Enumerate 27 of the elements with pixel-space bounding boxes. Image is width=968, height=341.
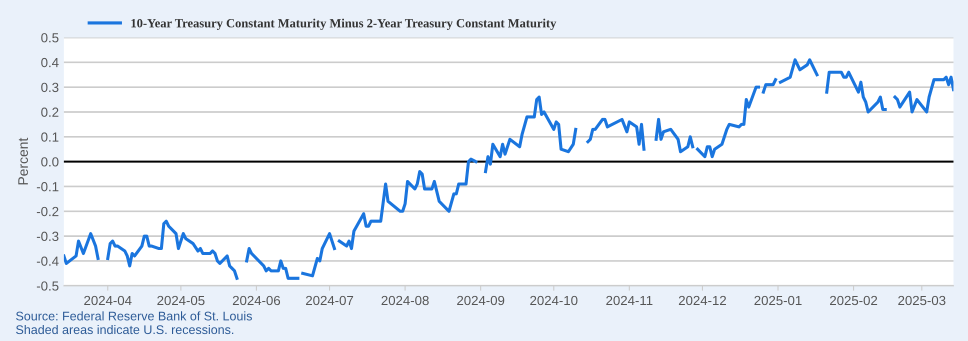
y-axis-title: Percent <box>18 138 28 184</box>
x-tick-label: 2025-02 <box>830 296 878 306</box>
y-tick-label: -0.1 <box>36 182 58 192</box>
y-tick-label: 0.3 <box>41 82 58 92</box>
x-tick-label: 2024-07 <box>306 296 354 306</box>
x-tick-label: 2024-09 <box>457 296 504 306</box>
x-tick-label: 2024-10 <box>530 296 578 306</box>
x-tick-label: 2024-05 <box>157 296 205 306</box>
text: Shaded areas indicate U.S. recessions. <box>16 324 234 334</box>
x-tick-label: 2024-06 <box>232 296 280 306</box>
x-tick-label: 2024-11 <box>606 296 652 306</box>
x-tick-label: 2025-01 <box>754 296 802 306</box>
x-tick-label: 2025-03 <box>898 296 946 306</box>
x-tick-label: 2024-04 <box>84 296 132 306</box>
legend-label: 10-Year Treasury Constant Maturity Minus 2-Year Treasury Constant Maturity <box>131 18 556 30</box>
y-tick-label: -0.2 <box>36 206 58 216</box>
y-tick-label: 0.0 <box>41 157 59 167</box>
source-note: Source: Federal Reserve Bank of St. Louis <box>16 311 252 320</box>
y-tick-label: 0.2 <box>41 108 58 117</box>
y-tick-label: -0.5 <box>36 281 58 291</box>
y-tick-label: 0.4 <box>41 58 59 68</box>
y-tick-label: -0.4 <box>36 256 59 266</box>
x-tick-label: 2024-08 <box>382 296 429 306</box>
y-tick-label: 0.1 <box>41 132 58 142</box>
x-tick-label: 2024-12 <box>678 296 726 306</box>
y-tick-label: 0.5 <box>41 33 58 42</box>
y-tick-label: -0.3 <box>36 232 58 242</box>
